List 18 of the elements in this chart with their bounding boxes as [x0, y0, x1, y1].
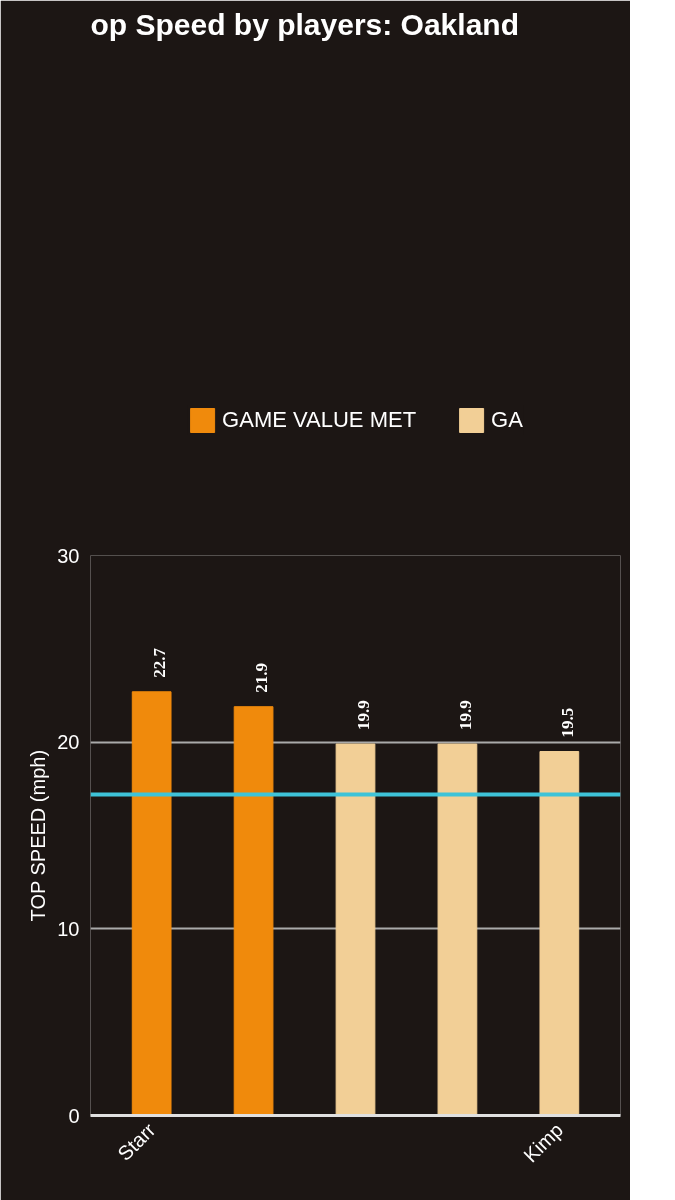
bar: [233, 706, 274, 1116]
y-tick-label: 20: [57, 731, 80, 754]
y-tick-label: 0: [68, 1104, 80, 1127]
legend-label: GA: [491, 406, 523, 434]
data-label: 19.9: [455, 700, 475, 731]
data-label: 22.7: [150, 647, 170, 678]
bar: [335, 743, 376, 1116]
data-label: 21.9: [252, 662, 272, 693]
y-axis-title: TOP SPEED (mph): [27, 749, 50, 922]
y-tick-label: 10: [57, 917, 80, 940]
bar: [539, 751, 580, 1116]
data-label: 19.5: [557, 707, 577, 738]
y-tick-label: 30: [57, 544, 80, 567]
data-label: 19.9: [354, 700, 373, 731]
legend-label: GAME VALUE MET: [222, 406, 417, 434]
chart-title: op Speed by players: Oakland: [90, 7, 519, 41]
bar: [131, 691, 172, 1116]
bar: [437, 743, 478, 1116]
